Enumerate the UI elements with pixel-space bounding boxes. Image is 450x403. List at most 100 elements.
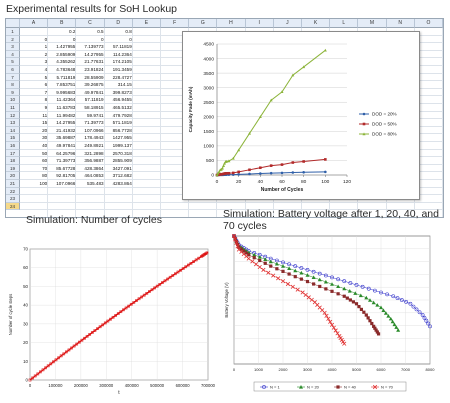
row-header[interactable]: 17 [6,149,20,158]
row-header[interactable]: 18 [6,157,20,165]
sheet-cell[interactable]: 0 [129,36,132,42]
sheet-cell[interactable]: 71.39773 [84,120,104,126]
sheet-cell[interactable]: 0 [72,36,76,42]
sheet-cell[interactable]: 11.99482 [56,112,76,118]
sheet-cell[interactable]: 191.3459 [112,67,132,72]
sheet-cell[interactable]: 49.97841 [56,143,76,148]
sheet-cell[interactable]: 11.42364 [56,97,76,103]
sheet-cell[interactable]: 64.25796 [56,150,76,156]
sheet-cell[interactable]: 856.7728 [112,127,132,133]
column-header[interactable]: J [273,19,302,28]
column-header[interactable]: B [48,19,77,28]
sheet-cell[interactable]: 7.853751 [56,82,76,88]
sheet-cell[interactable]: 2855.909 [112,158,132,164]
sheet-cell[interactable]: 4 [44,67,48,72]
row-header[interactable]: 2 [6,35,20,44]
sheet-cell[interactable]: 71.39773 [56,158,76,164]
sheet-cell[interactable]: 60 [42,158,48,164]
sheet-cell[interactable]: 57.11819 [112,44,132,50]
sheet-cell[interactable]: 464.0853 [84,173,104,179]
sheet-cell[interactable]: 0 [44,36,48,42]
row-header[interactable]: 13 [6,119,20,127]
sheet-cell[interactable]: 114.2364 [112,51,132,57]
sheet-cell[interactable]: 57.11819 [84,97,104,103]
row-header[interactable]: 12 [6,111,20,120]
sheet-cell[interactable]: 11 [42,112,48,118]
sheet-cell[interactable]: 5 [44,74,48,80]
column-header[interactable]: E [132,19,161,28]
sheet-cell[interactable]: 30 [42,135,48,141]
sheet-cell[interactable]: 2570.318 [112,150,132,156]
sheet-cell[interactable]: 23.91824 [84,67,104,72]
sheet-cell[interactable]: 49.97841 [84,89,104,95]
sheet-cell[interactable]: 92.81705 [56,173,76,179]
sheet-cell[interactable]: 2 [44,51,48,57]
sheet-cell[interactable]: 11.63783 [56,105,76,110]
sheet-cell[interactable]: 39.26875 [84,82,104,88]
sheet-cell[interactable]: 15 [42,120,48,126]
sheet-cell[interactable]: 314.15 [117,82,132,88]
sheet-cell[interactable]: 9.995683 [56,89,76,95]
sheet-cell[interactable]: 178.4943 [84,135,104,141]
column-header[interactable]: I [245,19,274,28]
sheet-cell[interactable]: 28.55909 [84,74,104,80]
row-header[interactable]: 11 [6,104,20,112]
sheet-cell[interactable]: 6 [44,82,48,88]
sheet-cell[interactable]: 1.427955 [56,44,76,50]
sheet-cell[interactable]: 428.3864 [84,165,104,171]
sheet-cell[interactable]: 8 [44,97,48,103]
row-header[interactable]: 23 [6,195,20,203]
sheet-cell[interactable]: 20 [42,127,48,133]
row-header[interactable]: 6 [6,66,20,74]
sheet-cell[interactable]: 0.8 [125,29,132,34]
column-header[interactable]: D [104,19,133,28]
sheet-cell[interactable]: 7.139773 [84,44,104,50]
row-header[interactable]: 7 [6,73,20,82]
sheet-cell[interactable]: 21.77631 [84,59,104,65]
sheet-cell[interactable]: 0.5 [97,29,104,34]
sheet-cell[interactable]: 535.483 [86,181,104,186]
sheet-cell[interactable]: 14.27955 [56,120,76,126]
sheet-cell[interactable]: 59.9741 [86,112,104,118]
row-header[interactable]: 14 [6,126,20,135]
column-header[interactable]: C [76,19,105,28]
row-header[interactable]: 1 [6,28,20,36]
sheet-cell[interactable]: 70 [42,165,48,171]
column-header[interactable]: N [386,19,415,28]
row-header[interactable]: 21 [6,180,20,188]
sheet-cell[interactable]: 14.27955 [84,51,104,57]
sheet-cell[interactable]: 21.41932 [56,127,76,133]
row-header[interactable]: 16 [6,142,20,150]
sheet-cell[interactable]: 456.9455 [112,97,132,103]
sheet-cell[interactable]: 9 [44,105,48,110]
sheet-cell[interactable]: 1999.137 [112,143,132,148]
row-header[interactable]: 15 [6,134,20,142]
row-header[interactable]: 8 [6,81,20,89]
row-header[interactable]: 4 [6,50,20,59]
column-header[interactable]: O [414,19,443,28]
row-header[interactable]: 20 [6,172,20,180]
sheet-cell[interactable]: 571.1819 [112,120,132,126]
row-header[interactable]: 24 [6,202,20,211]
sheet-cell[interactable]: 4283.864 [112,181,132,186]
sheet-cell[interactable]: 479.7928 [112,112,132,118]
sheet-cell[interactable]: 107.0966 [84,127,104,133]
sheet-cell[interactable]: 7 [44,89,48,95]
sheet-cell[interactable]: 399.8273 [112,89,132,95]
column-header[interactable]: F [161,19,190,28]
sheet-cell[interactable]: 35.69887 [56,135,76,141]
sheet-cell[interactable]: 1 [44,44,48,50]
sheet-cell[interactable]: 58.18915 [84,105,104,110]
sheet-cell[interactable]: 321.2898 [84,150,104,156]
column-header[interactable]: H [217,19,246,28]
sheet-cell[interactable]: 4.783648 [56,67,76,72]
sheet-cell[interactable]: 40 [42,143,48,148]
sheet-cell[interactable]: 100 [39,181,48,186]
sheet-cell[interactable]: 249.8921 [84,143,104,148]
column-header[interactable]: K [302,19,331,28]
column-header[interactable]: M [358,19,387,28]
sheet-cell[interactable]: 174.2105 [112,59,132,65]
sheet-cell[interactable]: 0 [101,36,104,42]
row-header[interactable]: 22 [6,187,20,196]
sheet-cell[interactable]: 5.711819 [56,74,76,80]
